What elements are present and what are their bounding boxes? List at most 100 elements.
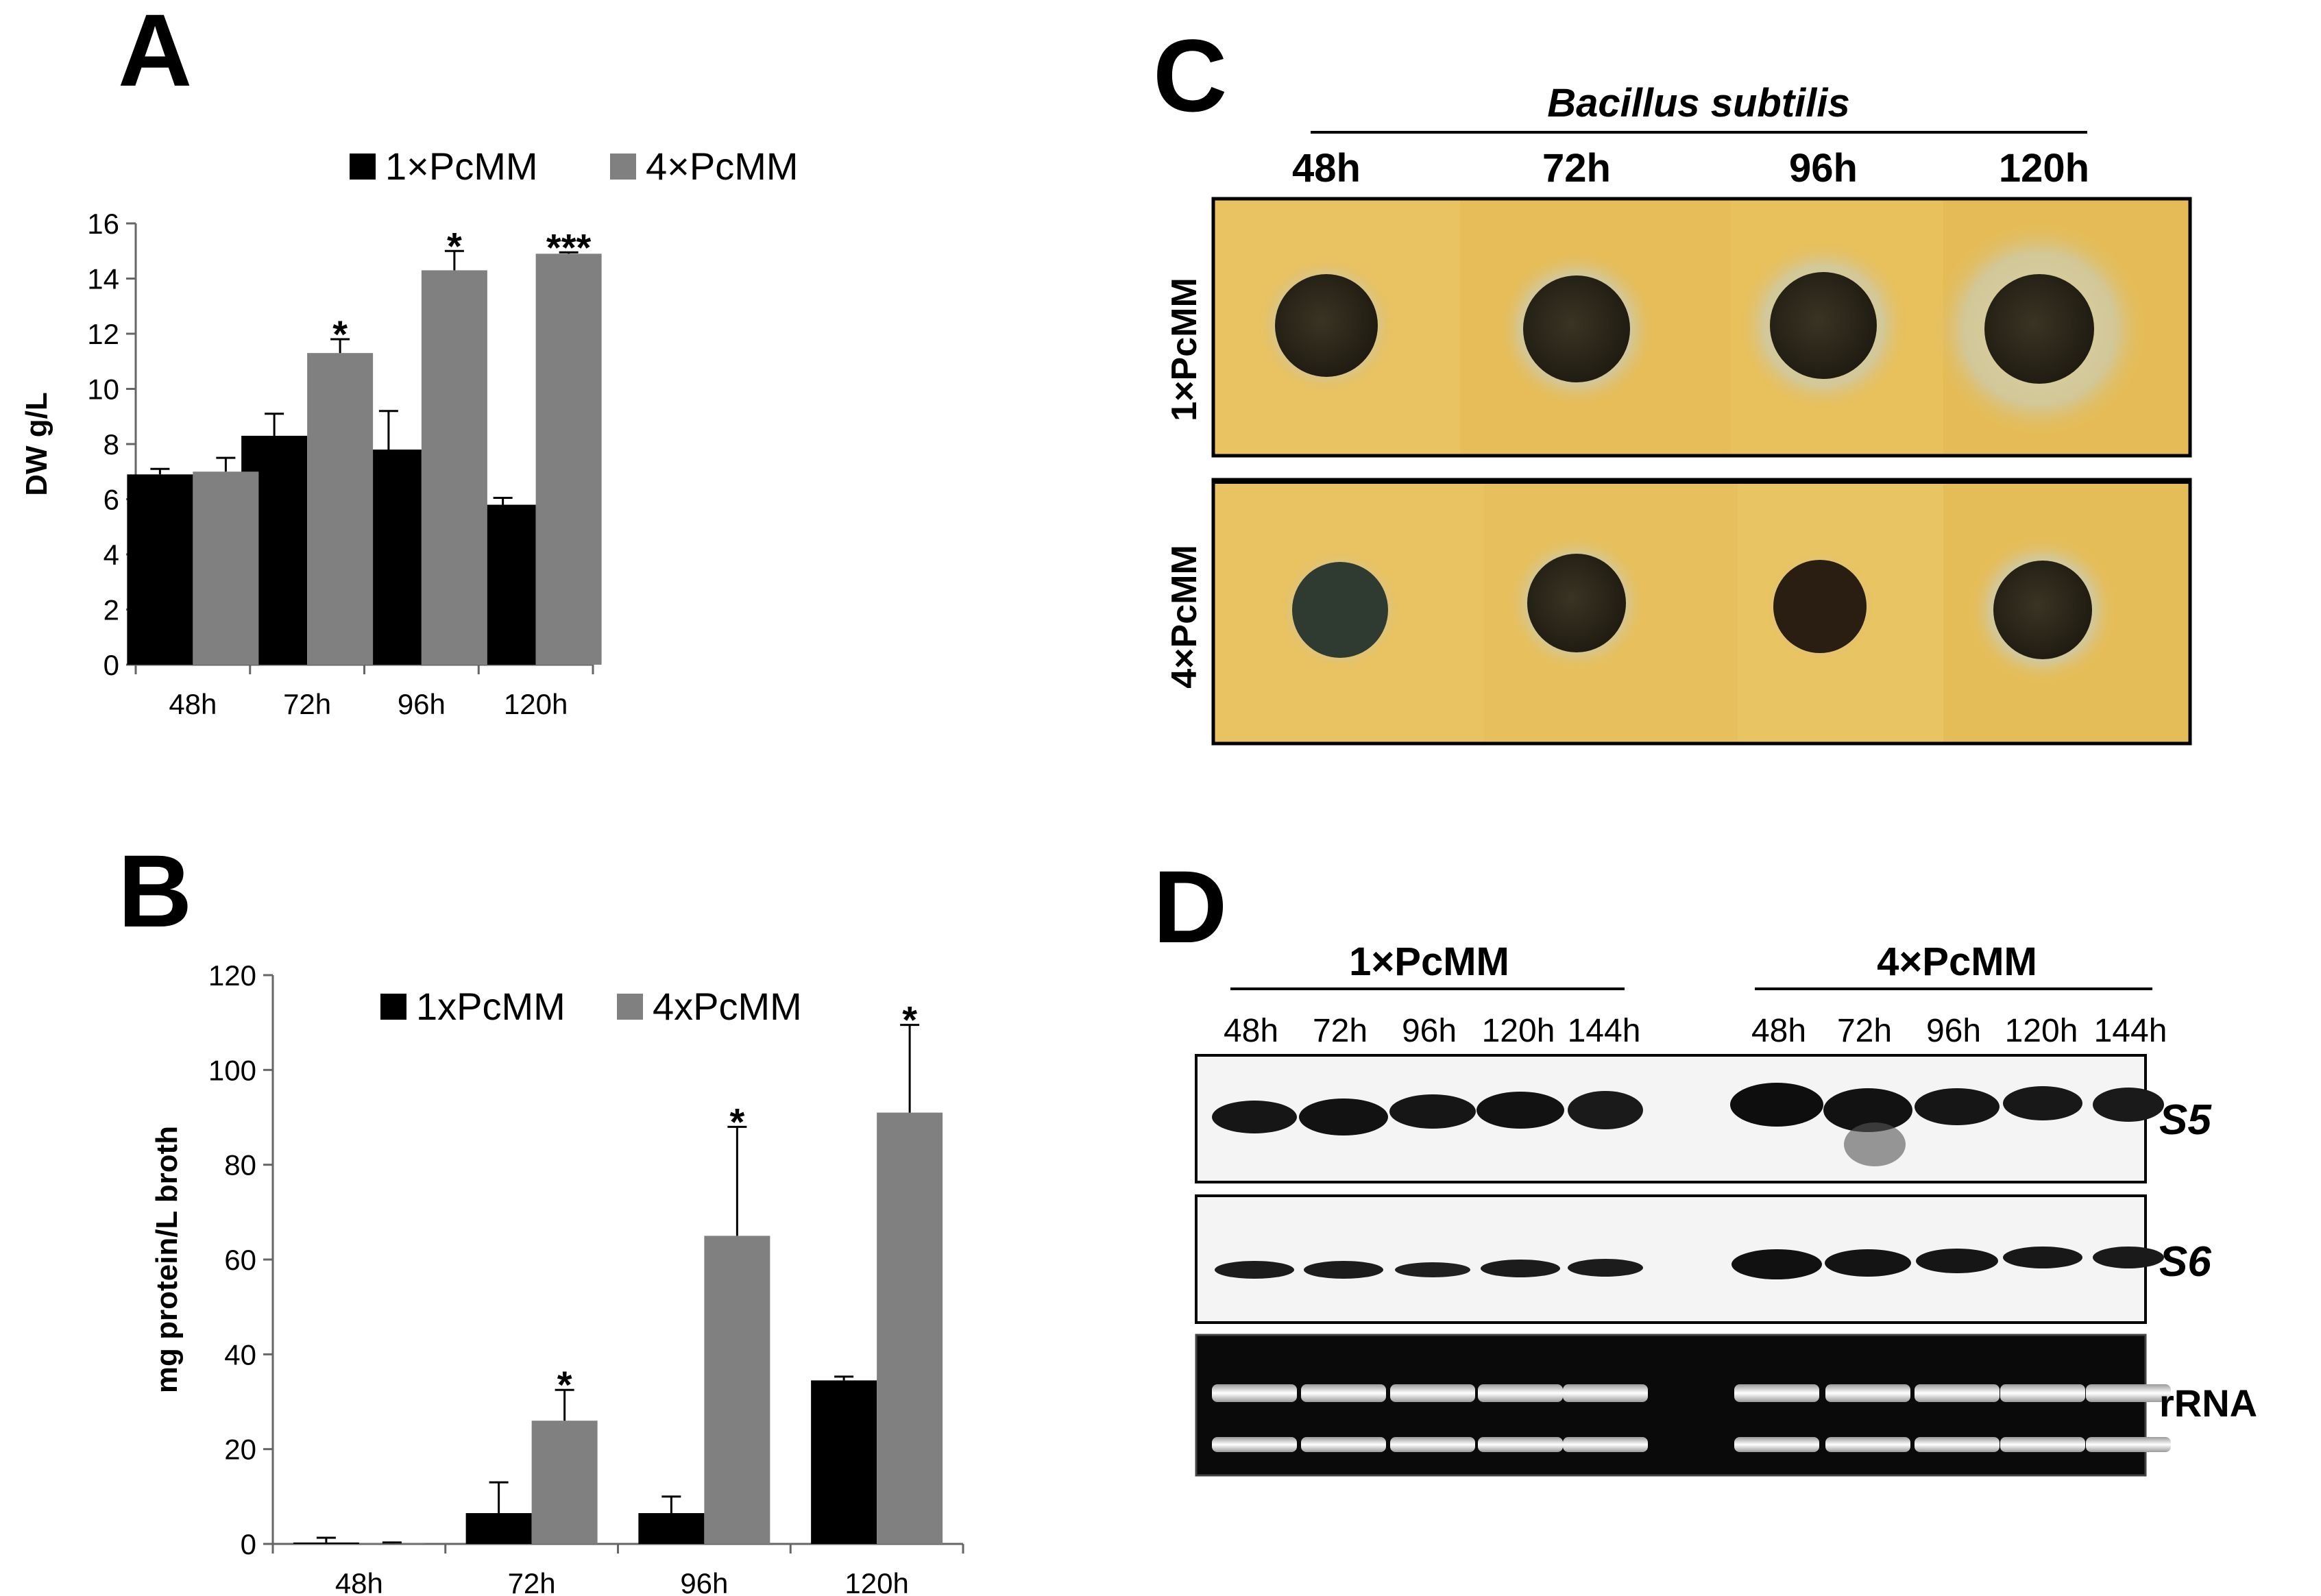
group-label-4x: 4×PcMM <box>1877 940 2037 984</box>
blot-smear <box>1844 1122 1906 1166</box>
gel-background <box>1195 1334 2147 1477</box>
panel-d: D 1×PcMM 4×PcMM 48h 72h 96h 120h 144h 48… <box>1153 849 2257 1477</box>
panel-b-letter: B <box>118 833 192 948</box>
diffusion-well <box>1984 274 2094 384</box>
timepoint-label: 48h <box>1292 146 1361 191</box>
chart-b: 0 20 40 60 80 100 120 mg protein/L broth 48h 72h 9… <box>150 959 964 1596</box>
diffusion-well <box>1993 561 2092 659</box>
blot-band <box>2003 1247 2082 1268</box>
y-axis-label: mg protein/L broth <box>150 1126 184 1393</box>
significance-marker: * <box>557 1363 572 1406</box>
diffusion-well <box>1527 554 1626 652</box>
blot-band <box>1568 1259 1643 1277</box>
x-tick-label: 72h <box>283 688 331 720</box>
x-tick-label: 120h <box>844 1567 908 1596</box>
blot-label-rrna: rRNA <box>2159 1382 2257 1425</box>
rrna-band <box>1734 1437 1819 1452</box>
panel-d-letter: D <box>1153 849 1227 964</box>
rrna-band <box>1390 1437 1475 1452</box>
row-label-4x: 4×PcMM <box>1165 545 1204 689</box>
y-tick-label: 10 <box>87 373 119 406</box>
lane-label: 48h <box>1224 1013 1278 1049</box>
panel-c: C Bacillus subtilis 48h 72h 96h 120h 1×P… <box>1153 18 2192 746</box>
bar <box>877 1112 943 1544</box>
rrna-band <box>1390 1384 1475 1402</box>
y-tick-label: 8 <box>104 428 119 461</box>
blot-s6 <box>1195 1194 2164 1324</box>
blot-band <box>1823 1088 1912 1132</box>
significance-marker: * <box>332 312 348 356</box>
y-tick-label: 40 <box>224 1338 256 1371</box>
plate-row-1x <box>1211 197 2192 458</box>
y-tick-label: 14 <box>87 263 119 295</box>
x-tick-label: 48h <box>169 688 217 720</box>
y-tick-label: 120 <box>208 959 256 992</box>
bar <box>465 1513 532 1544</box>
x-tick-label: 96h <box>398 688 446 720</box>
blot-band <box>1481 1260 1560 1277</box>
rrna-band <box>1825 1437 1910 1452</box>
diffusion-well <box>1773 560 1867 653</box>
lane-label: 120h <box>1482 1013 1555 1049</box>
rrna-band <box>1478 1384 1563 1402</box>
y-tick-label: 0 <box>241 1528 256 1560</box>
rrna-band <box>1825 1384 1910 1402</box>
x-tick-label: 120h <box>504 688 568 720</box>
timepoint-label: 120h <box>1999 146 2089 191</box>
blot-band <box>2003 1086 2082 1120</box>
diffusion-well <box>1770 272 1877 379</box>
blot-band <box>1916 1249 1998 1273</box>
blot-band <box>2093 1247 2164 1268</box>
bar <box>531 1421 598 1544</box>
rrna-band <box>1915 1384 2000 1402</box>
rrna-bands <box>1212 1384 2171 1452</box>
blot-band <box>1477 1092 1564 1129</box>
blot-label-s6: S6 <box>2159 1238 2211 1286</box>
panel-a-letter: A <box>118 0 192 108</box>
bar <box>535 254 602 665</box>
significance-marker: *** <box>546 225 592 269</box>
bar <box>293 1542 359 1544</box>
blot-band <box>1731 1249 1822 1279</box>
diffusion-well <box>1275 274 1378 377</box>
legend-label: 1×PcMM <box>385 145 538 188</box>
panel-c-letter: C <box>1153 18 1227 133</box>
bar <box>359 1543 425 1544</box>
rrna-band <box>1212 1384 1297 1402</box>
blot-band <box>1395 1262 1470 1277</box>
y-tick-label: 60 <box>224 1244 256 1276</box>
rrna-band <box>2086 1384 2171 1402</box>
lane-label: 48h <box>1751 1013 1806 1049</box>
timepoint-label: 96h <box>1789 146 1858 191</box>
rrna-band <box>2086 1437 2171 1452</box>
blot-s5 <box>1195 1054 2164 1183</box>
panel-b: B 0 20 40 60 80 100 120 mg protein/L broth 48h 72… <box>118 833 964 1596</box>
lane-label: 72h <box>1837 1013 1892 1049</box>
bar <box>704 1236 770 1544</box>
y-axis-label: DW g/L <box>20 392 53 496</box>
x-tick-label: 48h <box>335 1567 383 1596</box>
y-tick-label: 2 <box>104 594 119 626</box>
bar <box>193 471 259 665</box>
blot-band <box>1389 1094 1476 1129</box>
lane-label: 144h <box>1568 1013 1641 1049</box>
rrna-band <box>2000 1384 2085 1402</box>
y-tick-label: 20 <box>224 1434 256 1466</box>
legend-label: 4×PcMM <box>646 145 799 188</box>
diffusion-well <box>1292 562 1388 658</box>
lane-label: 96h <box>1926 1013 1981 1049</box>
blot-band <box>1825 1249 1911 1277</box>
lane-labels: 48h 72h 96h 120h 144h 48h 72h 96h 120h 1… <box>1224 1013 2167 1049</box>
bar <box>811 1380 877 1544</box>
legend-swatch <box>610 154 636 180</box>
blot-band <box>1299 1098 1388 1135</box>
blot-band <box>1212 1101 1297 1133</box>
group-label-1x: 1×PcMM <box>1349 940 1509 984</box>
y-tick-label: 16 <box>87 208 119 240</box>
blot-band <box>1215 1261 1294 1279</box>
lane-label: 120h <box>2005 1013 2078 1049</box>
significance-marker: * <box>447 224 462 267</box>
